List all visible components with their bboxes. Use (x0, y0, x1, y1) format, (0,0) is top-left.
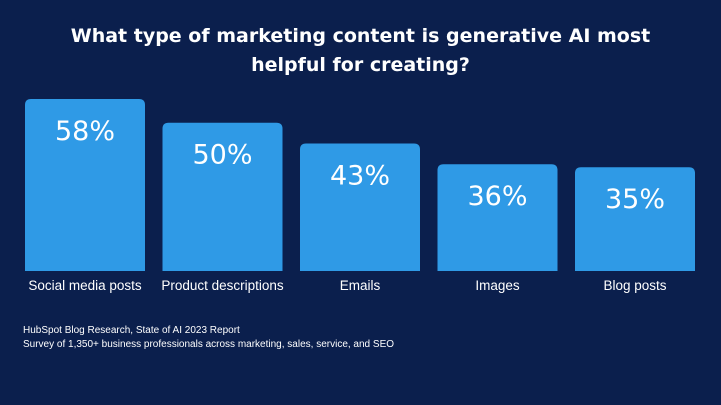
bar-3 (437, 164, 558, 271)
value-label-2: 43% (330, 160, 390, 191)
chart-footer: HubSpot Blog Research, State of AI 2023 … (23, 324, 394, 352)
bar-0 (25, 99, 145, 271)
value-label-1: 50% (192, 140, 252, 171)
category-label-4: Blog posts (603, 278, 666, 293)
source-note: HubSpot Blog Research, State of AI 2023 … (23, 325, 240, 336)
category-label-3: Images (475, 278, 520, 293)
chart-title-line-2: helpful for creating? (251, 54, 470, 76)
survey-note: Survey of 1,350+ business professionals … (23, 339, 395, 350)
chart-title: What type of marketing content is genera… (0, 22, 721, 80)
chart-title-line-1: What type of marketing content is genera… (70, 25, 651, 47)
value-label-4: 35% (605, 184, 665, 215)
category-label-1: Product descriptions (161, 278, 284, 293)
bar-1 (162, 122, 283, 271)
bar-2 (300, 143, 420, 271)
category-label-2: Emails (340, 278, 381, 293)
bar-4 (575, 167, 695, 271)
category-label-0: Social media posts (28, 278, 142, 293)
value-label-3: 36% (467, 181, 527, 212)
value-label-0: 58% (55, 116, 115, 147)
